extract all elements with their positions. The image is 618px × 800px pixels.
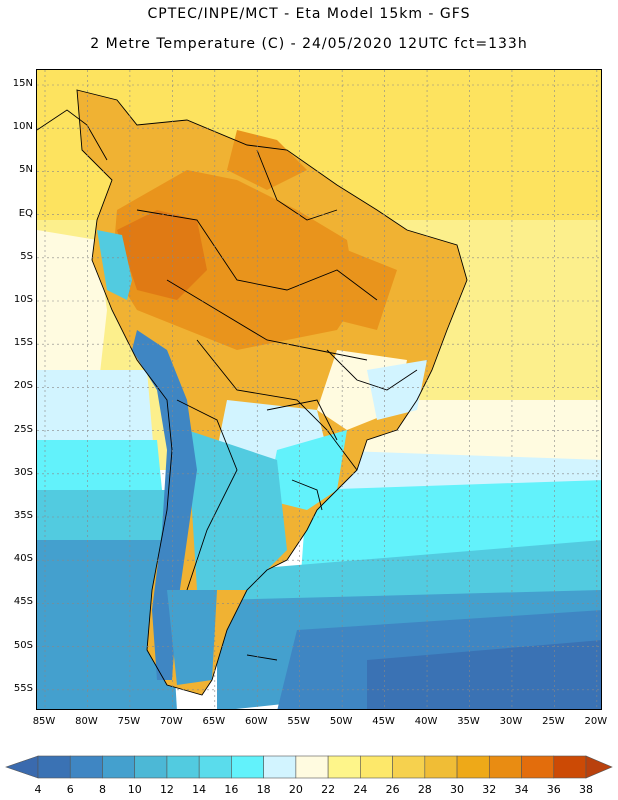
colorbar-swatch <box>102 755 136 779</box>
far-south-cold-area <box>367 640 601 709</box>
border-line-2 <box>166 279 368 361</box>
lat-label: 45S <box>13 596 33 608</box>
colorbar-label: 38 <box>579 783 593 796</box>
colorbar-swatch <box>295 755 329 779</box>
lon-label: 65W <box>202 716 226 727</box>
lon-label: 80W <box>75 716 98 727</box>
map-title-line2: 2 Metre Temperature (C) - 24/05/2020 12U… <box>90 36 528 52</box>
colorbar-swatch <box>166 755 200 779</box>
colorbar-boxes <box>5 755 613 779</box>
colorbar-label: 26 <box>385 783 400 796</box>
lat-label: 20S <box>13 380 33 392</box>
lat-lon-grid <box>37 70 601 709</box>
lon-label: 35W <box>457 716 480 727</box>
lon-label: 55W <box>287 716 310 727</box>
colorbar-label: 34 <box>514 783 529 796</box>
pacific-blue-area <box>37 540 177 709</box>
colorbar-lower-arrow <box>5 755 39 779</box>
lat-label: 25S <box>13 423 33 435</box>
lat-label: 30S <box>13 466 33 478</box>
colorbar-swatch <box>553 755 587 779</box>
temperature-map <box>36 69 602 710</box>
border-line-6 <box>266 399 338 441</box>
continent-coastline <box>76 89 468 696</box>
colorbar-swatch <box>360 755 393 779</box>
country-borders <box>37 89 468 696</box>
border-line-3 <box>196 339 358 471</box>
map-title-line1: CPTEC/INPE/MCT - Eta Model 15km - GFS <box>147 6 471 22</box>
colorbar-label: 36 <box>546 783 561 796</box>
colorbar-label: 20 <box>288 783 303 796</box>
map-canvas <box>37 70 601 709</box>
colorbar-swatch <box>198 755 232 779</box>
argentina-teal-region <box>187 430 287 590</box>
colorbar-label: 10 <box>127 783 142 796</box>
brazil-highlands-cool-region <box>367 360 427 420</box>
border-line-1 <box>136 209 378 301</box>
colorbar-swatch <box>69 755 103 779</box>
lat-label: EQ <box>18 207 33 219</box>
colorbar-label: 22 <box>321 783 336 796</box>
lon-label: 40W <box>414 716 438 727</box>
lat-label: 5N <box>19 164 33 176</box>
lat-label: 15S <box>13 337 33 349</box>
colorbar-label: 24 <box>353 783 368 796</box>
colorbar-swatch <box>37 755 71 779</box>
lon-label: 75W <box>117 716 141 727</box>
colorbar-swatch <box>488 755 522 779</box>
lon-label: 25W <box>542 716 565 727</box>
colorbar-label: 30 <box>450 783 465 796</box>
southern-brazil-region <box>267 430 347 510</box>
colorbar-swatch <box>392 755 426 779</box>
colorbar-upper-arrow <box>585 755 613 779</box>
lat-label: 10N <box>12 121 33 133</box>
lat-label: 15N <box>12 78 33 89</box>
central-brazil-hot-region <box>337 250 397 330</box>
colorbar-label: 16 <box>224 783 239 796</box>
lat-label: 35S <box>13 510 33 521</box>
northern-andes-cool <box>97 230 132 300</box>
lon-label: 45W <box>372 716 395 727</box>
colorbar-swatch <box>134 755 168 779</box>
lon-label: 70W <box>160 716 183 727</box>
colorbar-swatch <box>424 755 458 779</box>
border-line-5 <box>256 149 338 221</box>
colorbar-label: 32 <box>482 783 497 796</box>
andes-cold-ridge <box>132 330 197 680</box>
colorbar-label: 12 <box>159 783 174 796</box>
lat-label: 10S <box>13 294 33 305</box>
colorbar-swatch <box>521 755 555 779</box>
colorbar-swatch <box>263 755 297 779</box>
colorbar-label: 28 <box>417 783 432 796</box>
temperature-colorbar <box>5 755 613 779</box>
lon-label: 30W <box>499 716 523 727</box>
border-line-4 <box>176 399 238 591</box>
colorbar-label: 6 <box>66 783 74 796</box>
colorbar-label: 14 <box>192 783 207 796</box>
lat-label: 55S <box>13 682 33 694</box>
pacific-mild-area <box>37 230 107 410</box>
lon-label: 60W <box>244 716 268 727</box>
colorbar-swatch <box>327 755 361 779</box>
patagonia-cold-region <box>167 590 217 685</box>
central-america-coast <box>37 109 108 161</box>
lon-label: 85W <box>32 716 56 727</box>
lon-label: 50W <box>329 716 353 727</box>
western-amazon-hottest-region <box>117 210 207 300</box>
colorbar-label: 4 <box>34 783 42 796</box>
lon-label: 20W <box>584 716 608 727</box>
colorbar-label: 8 <box>98 783 106 796</box>
lat-label: 5S <box>20 250 33 262</box>
lat-label: 40S <box>13 553 33 565</box>
colorbar-swatch <box>456 755 490 779</box>
falklands-outline <box>246 654 278 661</box>
colorbar-swatch <box>231 755 264 779</box>
colorbar-label: 18 <box>256 783 271 796</box>
border-line-7 <box>291 479 323 511</box>
lat-label: 50S <box>13 639 33 651</box>
